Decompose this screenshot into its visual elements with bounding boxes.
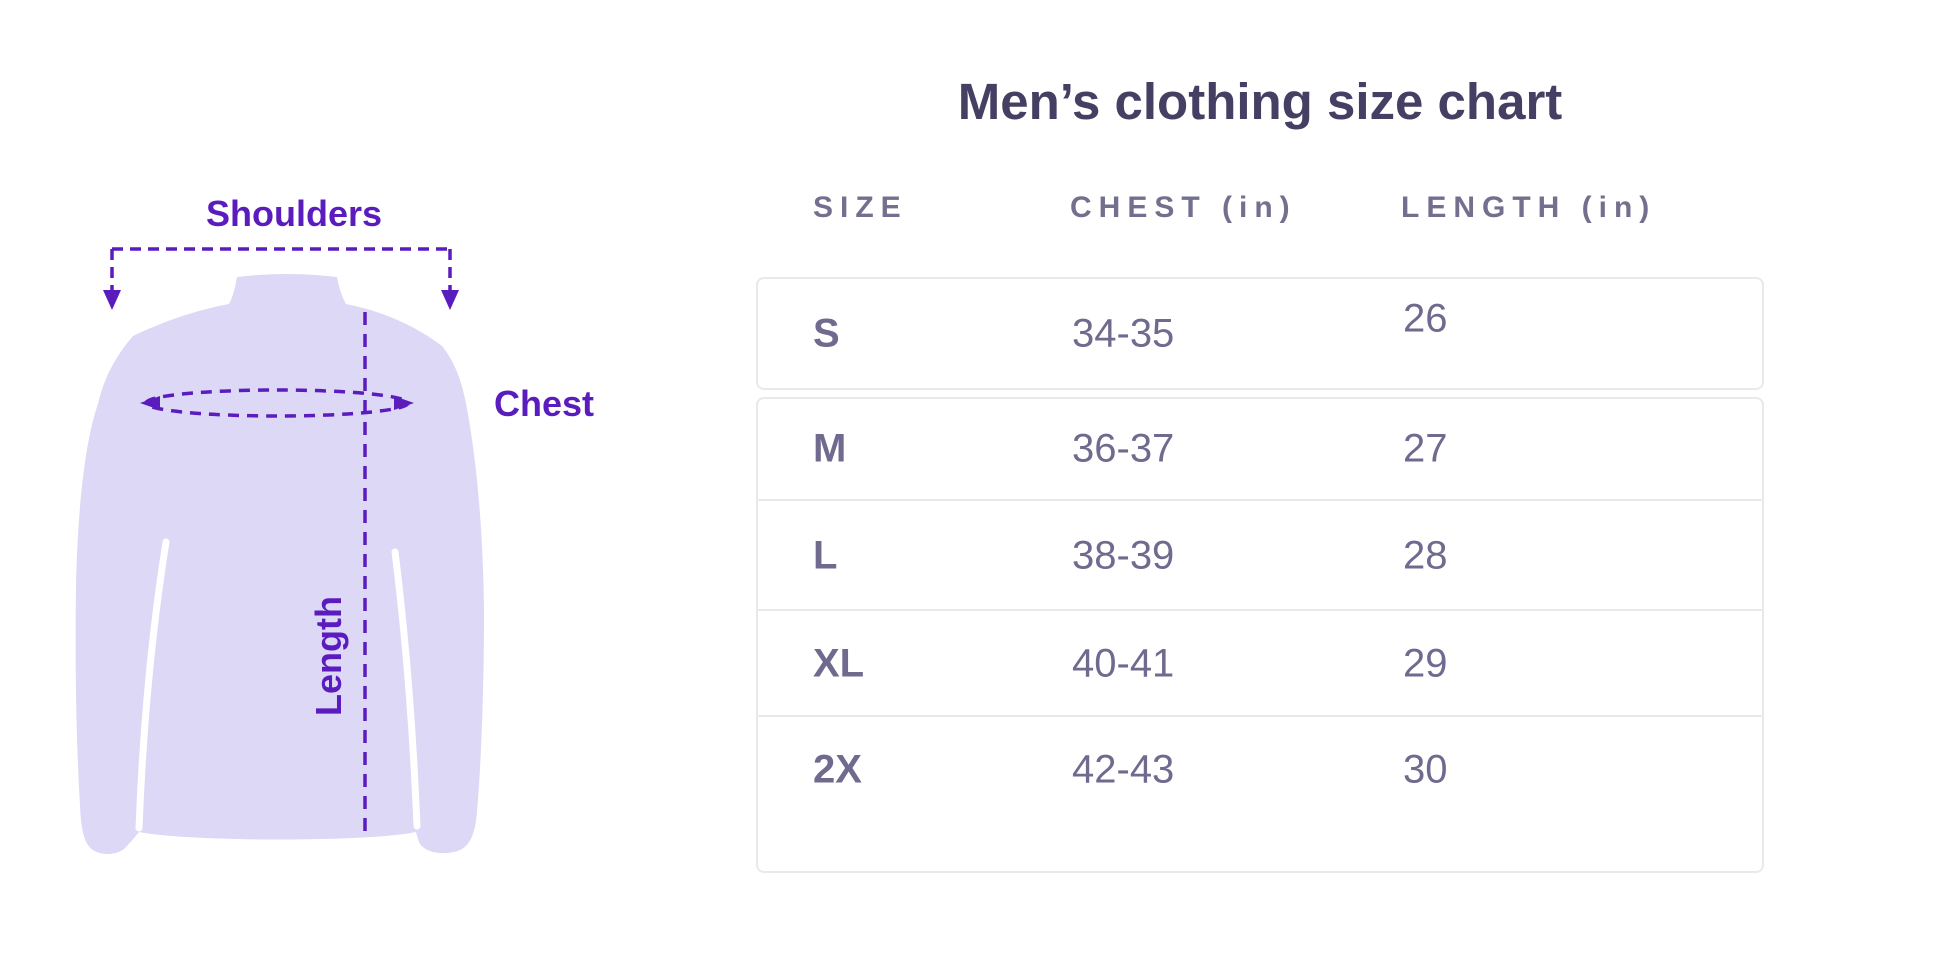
chest-arrow-right-icon [394,396,414,410]
chest-label: Chest [494,383,595,424]
page-title: Men’s clothing size chart [957,73,1563,130]
shirt-measurement-diagram: Shoulders Chest Length [0,0,700,977]
table-row-l: L 38-39 28 [758,499,1762,611]
shoulders-arrow-left-icon [103,290,121,310]
shirt-illustration [75,247,485,855]
shoulders-label: Shoulders [206,193,383,234]
shirt-silhouette [75,274,485,855]
shoulders-measure-line [110,247,452,290]
table-header-row: SIZE CHEST (in) LENGTH (in) [756,191,1764,225]
right-sleeve-seam [391,548,421,830]
cell-size: 2X [813,747,862,792]
table-row-m: M 36-37 27 [758,399,1762,499]
length-label: Length [308,596,349,716]
size-row-card-s: S 34-35 26 [756,277,1764,390]
column-header-length: LENGTH (in) [1401,191,1657,224]
cell-length: 26 [1403,296,1448,340]
size-chart-panel: Men’s clothing size chart SIZE CHEST (in… [756,0,1764,977]
column-header-size: SIZE [813,191,908,224]
cell-length: 27 [1403,426,1448,471]
size-rows-card: M 36-37 27 L 38-39 28 XL 40-41 29 2X 42-… [756,397,1764,873]
left-sleeve-seam [135,538,170,832]
table-row-s: S 34-35 26 [758,279,1762,388]
cell-size: M [813,426,847,471]
cell-size: S [813,311,840,355]
shoulders-arrow-right-icon [441,290,459,310]
cell-chest: 34-35 [1072,311,1175,355]
cell-length: 30 [1403,747,1448,792]
cell-length: 29 [1403,641,1448,686]
cell-size: L [813,533,838,578]
column-header-chest: CHEST (in) [1070,191,1297,224]
cell-chest: 42-43 [1072,747,1175,792]
cell-length: 28 [1403,533,1448,578]
cell-size: XL [813,641,865,686]
table-row-xl: XL 40-41 29 [758,609,1762,717]
cell-chest: 36-37 [1072,426,1175,471]
table-row-2x: 2X 42-43 30 [758,715,1762,873]
cell-chest: 40-41 [1072,641,1175,686]
cell-chest: 38-39 [1072,533,1175,578]
chest-arrow-left-icon [140,396,160,410]
